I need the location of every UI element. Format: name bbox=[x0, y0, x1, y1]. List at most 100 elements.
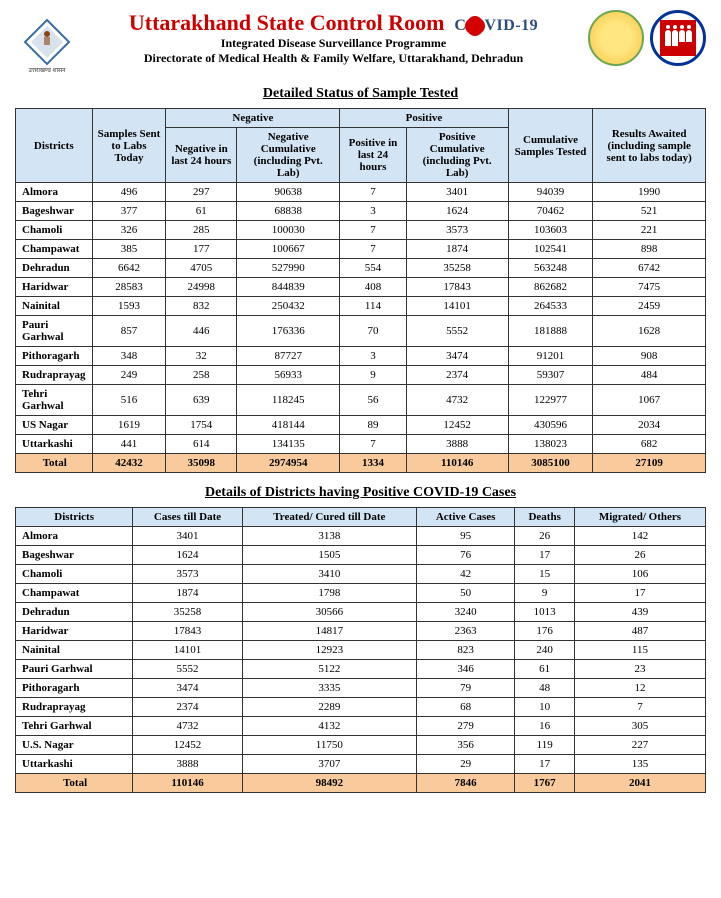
table-row: Rudraprayag2374228968107 bbox=[16, 698, 706, 717]
cell: 135 bbox=[574, 755, 705, 774]
cell: U.S. Nagar bbox=[16, 736, 133, 755]
cell: 61 bbox=[515, 660, 574, 679]
page-header: उत्तराखण्ड शासन Uttarakhand State Contro… bbox=[15, 10, 706, 74]
cell: 14817 bbox=[242, 622, 416, 641]
cell: 2374 bbox=[406, 366, 508, 385]
cell: Bageshwar bbox=[16, 202, 93, 221]
cell: 305 bbox=[574, 717, 705, 736]
cell: Pithoragarh bbox=[16, 347, 93, 366]
cell: 50 bbox=[416, 584, 515, 603]
cell: 4732 bbox=[406, 385, 508, 416]
cell: 1624 bbox=[406, 202, 508, 221]
cell: 639 bbox=[166, 385, 237, 416]
header-center: Uttarakhand State Control Room CVID-19 I… bbox=[87, 10, 580, 66]
cell: 1593 bbox=[92, 297, 166, 316]
right-logos bbox=[588, 10, 706, 66]
col2-migrated: Migrated/ Others bbox=[574, 508, 705, 527]
cell: 177 bbox=[166, 240, 237, 259]
cell: 484 bbox=[593, 366, 706, 385]
cell: 110146 bbox=[133, 774, 243, 793]
cell: 95 bbox=[416, 527, 515, 546]
cell: Pauri Garhwal bbox=[16, 316, 93, 347]
cell: 3 bbox=[340, 347, 406, 366]
table-row: Haridwar28583249988448394081784386268274… bbox=[16, 278, 706, 297]
cell: 14101 bbox=[406, 297, 508, 316]
cell: 3707 bbox=[242, 755, 416, 774]
cell: 1067 bbox=[593, 385, 706, 416]
cell: 142 bbox=[574, 527, 705, 546]
cell: 119 bbox=[515, 736, 574, 755]
cell: Champawat bbox=[16, 240, 93, 259]
main-title: Uttarakhand State Control Room bbox=[129, 10, 445, 36]
cell: 17843 bbox=[406, 278, 508, 297]
cell: Tehri Garhwal bbox=[16, 385, 93, 416]
cell: 857 bbox=[92, 316, 166, 347]
cell: 103603 bbox=[508, 221, 593, 240]
cell: 898 bbox=[593, 240, 706, 259]
cell: 258 bbox=[166, 366, 237, 385]
cell: 439 bbox=[574, 603, 705, 622]
cell: 118245 bbox=[237, 385, 340, 416]
table-row: Pauri Garhwal555251223466123 bbox=[16, 660, 706, 679]
cell: 114 bbox=[340, 297, 406, 316]
cell: 16 bbox=[515, 717, 574, 736]
cell: Rudraprayag bbox=[16, 698, 133, 717]
cell: Rudraprayag bbox=[16, 366, 93, 385]
cell: 7 bbox=[340, 435, 406, 454]
cell: 106 bbox=[574, 565, 705, 584]
cell: 832 bbox=[166, 297, 237, 316]
cell: 7 bbox=[340, 183, 406, 202]
cell: 285 bbox=[166, 221, 237, 240]
cell: Champawat bbox=[16, 584, 133, 603]
cell: 3335 bbox=[242, 679, 416, 698]
cell: 3888 bbox=[133, 755, 243, 774]
cell: 250432 bbox=[237, 297, 340, 316]
table-row: Uttarkashi44161413413573888138023682 bbox=[16, 435, 706, 454]
table-row: Pithoragarh34832877273347491201908 bbox=[16, 347, 706, 366]
cell: 496 bbox=[92, 183, 166, 202]
cell: 7846 bbox=[416, 774, 515, 793]
cell: 12452 bbox=[406, 416, 508, 435]
cell: 418144 bbox=[237, 416, 340, 435]
cell: 279 bbox=[416, 717, 515, 736]
cell: 5552 bbox=[133, 660, 243, 679]
cell: 3138 bbox=[242, 527, 416, 546]
cell: 122977 bbox=[508, 385, 593, 416]
total-row: Total42432350982974954133411014630851002… bbox=[16, 454, 706, 473]
cell: 5552 bbox=[406, 316, 508, 347]
cell: 59307 bbox=[508, 366, 593, 385]
cell: 30566 bbox=[242, 603, 416, 622]
cell: 3 bbox=[340, 202, 406, 221]
cell: 487 bbox=[574, 622, 705, 641]
cell: 356 bbox=[416, 736, 515, 755]
positive-cases-table: Districts Cases till Date Treated/ Cured… bbox=[15, 507, 706, 793]
cell: 70 bbox=[340, 316, 406, 347]
cell: 94039 bbox=[508, 183, 593, 202]
cell: 682 bbox=[593, 435, 706, 454]
cell: US Nagar bbox=[16, 416, 93, 435]
cell: 3085100 bbox=[508, 454, 593, 473]
table-row: U.S. Nagar1245211750356119227 bbox=[16, 736, 706, 755]
cell: Haridwar bbox=[16, 622, 133, 641]
cell: 516 bbox=[92, 385, 166, 416]
cell: 4132 bbox=[242, 717, 416, 736]
cell: 176336 bbox=[237, 316, 340, 347]
cell: 5122 bbox=[242, 660, 416, 679]
cell: 7 bbox=[340, 240, 406, 259]
cell: 908 bbox=[593, 347, 706, 366]
table-row: Champawat1874179850917 bbox=[16, 584, 706, 603]
cell: 554 bbox=[340, 259, 406, 278]
subtitle-1: Integrated Disease Surveillance Programm… bbox=[87, 36, 580, 51]
cell: 1505 bbox=[242, 546, 416, 565]
cell: 10 bbox=[515, 698, 574, 717]
table-row: Pithoragarh34743335794812 bbox=[16, 679, 706, 698]
col-negative-group: Negative bbox=[166, 109, 340, 128]
cell: 1874 bbox=[133, 584, 243, 603]
col2-treated: Treated/ Cured till Date bbox=[242, 508, 416, 527]
cell: 9 bbox=[515, 584, 574, 603]
cell: 26 bbox=[574, 546, 705, 565]
cell: Pithoragarh bbox=[16, 679, 133, 698]
cell: 102541 bbox=[508, 240, 593, 259]
cell: 3888 bbox=[406, 435, 508, 454]
cell: 2363 bbox=[416, 622, 515, 641]
